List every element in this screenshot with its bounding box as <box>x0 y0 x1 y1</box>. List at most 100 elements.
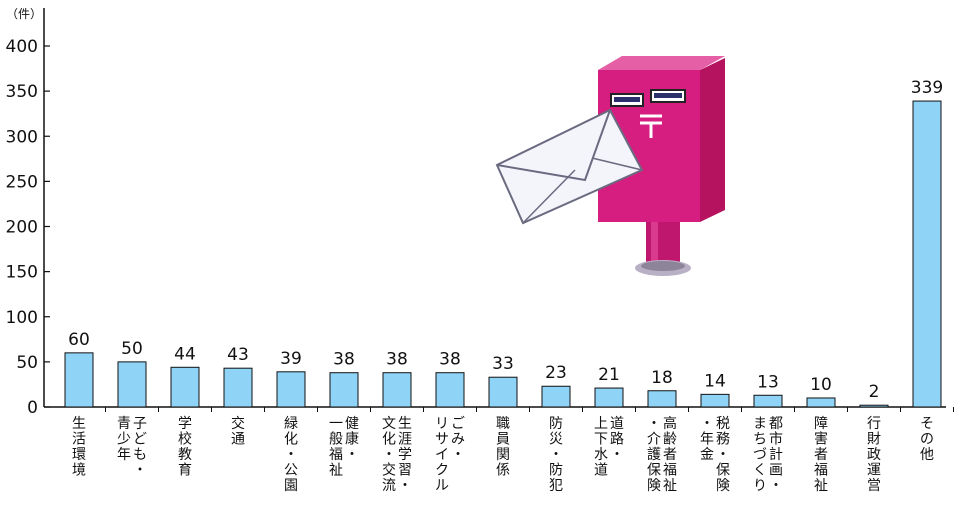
category-label-char: 員 <box>496 432 510 448</box>
value-label: 339 <box>911 78 943 98</box>
y-tick-label: 400 <box>6 37 38 57</box>
category-label: 健康・ <box>345 416 359 463</box>
category-label-char: 政 <box>867 447 881 463</box>
bar <box>488 376 518 408</box>
value-label: 21 <box>598 365 620 385</box>
bar <box>64 352 94 408</box>
category-label-char: 画 <box>769 463 783 479</box>
category-label-char: 福 <box>814 463 828 479</box>
category-label-char: 境 <box>72 463 86 479</box>
category-label: 交通 <box>231 415 245 448</box>
category-label-char: 祉 <box>663 478 677 494</box>
bar <box>753 394 783 408</box>
bar <box>170 366 200 408</box>
category-label-char: 他 <box>920 447 934 463</box>
category-label-char: 康 <box>345 431 359 448</box>
category-label-char: 流 <box>382 478 396 494</box>
y-tick-label: 250 <box>6 172 38 192</box>
category-label-char: 金 <box>700 447 714 463</box>
mailbox-side <box>700 58 725 222</box>
category-label-char: 生 <box>72 416 86 432</box>
bar <box>382 372 412 408</box>
category-label-char: り <box>753 478 767 494</box>
value-label: 10 <box>810 375 832 395</box>
category-label-char: ・ <box>284 447 298 463</box>
category-label-char: 福 <box>663 463 677 479</box>
value-label: 14 <box>704 371 726 391</box>
bar <box>700 393 730 408</box>
category-label-char: 年 <box>117 447 131 463</box>
category-label: ・年金 <box>700 416 714 463</box>
y-tick-label: 150 <box>6 263 38 283</box>
category-label-char: 健 <box>345 416 359 432</box>
category-label-char: 災 <box>549 432 563 448</box>
category-label-char: 行 <box>867 416 881 432</box>
envelope-icon <box>495 108 644 225</box>
category-label-char: 高 <box>663 415 677 432</box>
category-label-char: 子 <box>133 416 147 432</box>
category-label-char: ・ <box>398 478 412 494</box>
category-label: 子ども・ <box>133 416 147 479</box>
category-label-char: 税 <box>716 416 730 432</box>
y-tick-label: 350 <box>6 82 38 102</box>
y-tick-label: 0 <box>27 398 38 418</box>
value-label: 60 <box>68 330 90 350</box>
category-label-char: ・ <box>647 416 661 432</box>
category-label-char: 文 <box>382 416 396 432</box>
category-label-char: 通 <box>231 432 245 448</box>
category-label-char: 祉 <box>814 478 828 494</box>
category-label-char: 防 <box>549 416 563 432</box>
category-label-char: 道 <box>610 416 624 432</box>
category-label-char: 険 <box>647 478 661 494</box>
category-label-char: 育 <box>178 463 192 479</box>
category-label-char: 学 <box>398 447 412 463</box>
category-label-char: 務 <box>716 432 730 448</box>
category-label-char: サ <box>435 432 449 448</box>
category-label-char: 障 <box>814 416 828 432</box>
category-label: 防災・防犯 <box>549 416 563 494</box>
category-label-char: 習 <box>398 463 412 479</box>
category-label-char: 年 <box>700 432 714 448</box>
category-label: ごみ・ <box>451 416 465 463</box>
category-label-char: ・ <box>382 447 396 463</box>
category-label-char: 化 <box>284 432 298 448</box>
category-label-char: 校 <box>178 431 192 448</box>
category-label-char: 園 <box>284 478 298 494</box>
category-label-char: 者 <box>814 447 828 463</box>
category-label-char: ・ <box>451 447 465 463</box>
value-label: 23 <box>545 363 567 383</box>
category-label-char: 関 <box>496 447 510 463</box>
category-label-char: も <box>133 447 147 463</box>
category-label-char: く <box>753 463 767 479</box>
bar <box>223 367 253 408</box>
category-label-char: ・ <box>769 478 783 494</box>
category-label-char: づ <box>753 447 767 463</box>
postal-mark-icon <box>640 114 662 138</box>
category-label-char: 涯 <box>398 432 412 448</box>
category-label-char: 齢 <box>663 432 677 448</box>
category-label-char: 計 <box>769 447 783 463</box>
bar <box>647 390 677 408</box>
mailbox-top <box>598 56 725 70</box>
category-label-char: 犯 <box>549 478 563 494</box>
category-label-char: 険 <box>716 478 730 494</box>
category-label-char: 般 <box>329 432 343 448</box>
category-label-char: リ <box>435 416 449 432</box>
value-label: 38 <box>386 350 408 370</box>
category-label-char: 公 <box>284 463 298 479</box>
category-label: 青少年 <box>117 416 131 463</box>
category-label-char: 青 <box>117 416 131 432</box>
category-label-char: 一 <box>329 416 343 432</box>
bar <box>912 100 942 408</box>
category-label: 緑化・公園 <box>284 416 298 494</box>
category-label-char: 路 <box>610 432 624 448</box>
category-label-char: ・ <box>700 416 714 432</box>
category-label-char: 化 <box>382 432 396 448</box>
